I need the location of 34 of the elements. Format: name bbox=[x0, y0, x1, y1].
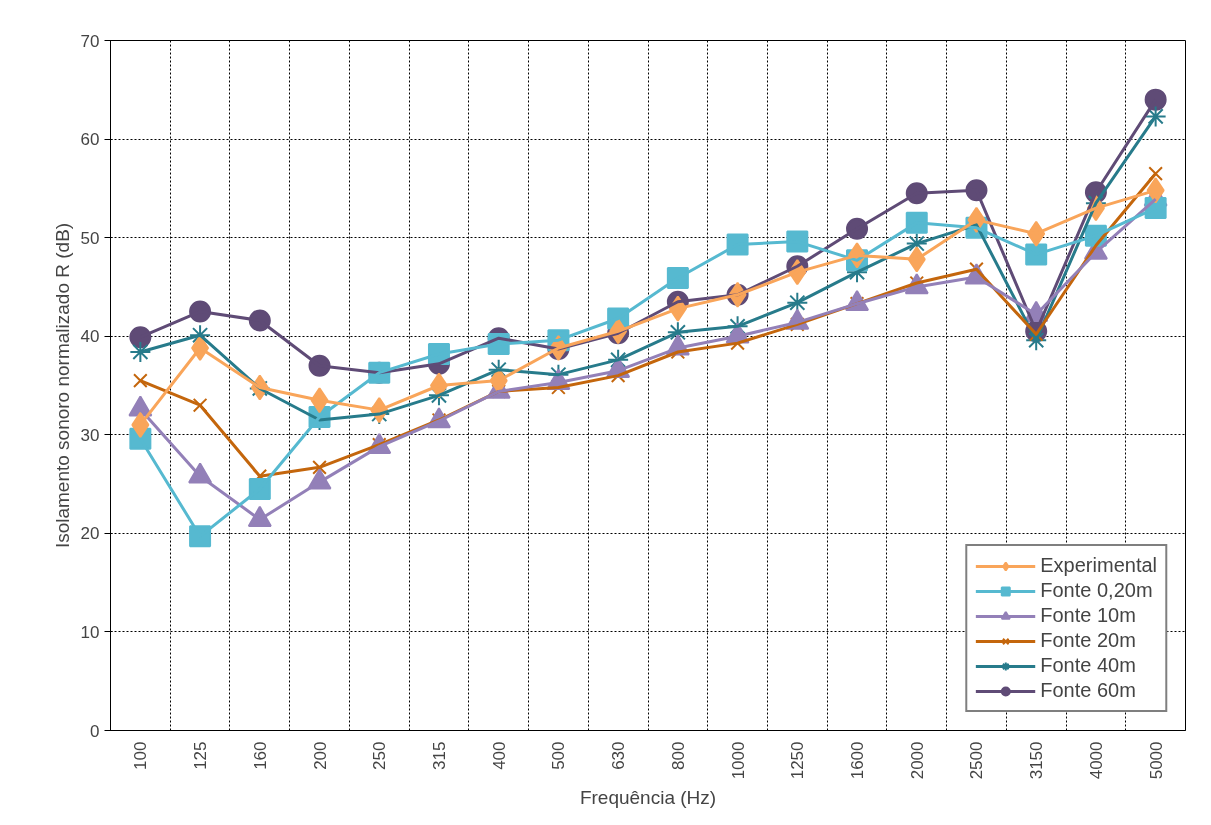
x-tick-label: 200 bbox=[310, 741, 330, 770]
x-tick-label: 2500 bbox=[967, 741, 987, 780]
y-tick-label: 50 bbox=[80, 228, 100, 248]
x-tick-label: 800 bbox=[668, 741, 688, 770]
x-tick-label: 2000 bbox=[907, 741, 927, 780]
x-tick-label: 125 bbox=[191, 741, 211, 770]
x-tick-label: 100 bbox=[131, 741, 151, 770]
x-tick-label: 1000 bbox=[728, 741, 748, 780]
legend-label: Fonte 60m bbox=[1040, 679, 1136, 702]
legend-label: Fonte 10m bbox=[1040, 604, 1136, 627]
x-tick-label: 315 bbox=[429, 741, 449, 770]
y-tick-label: 0 bbox=[90, 721, 100, 741]
x-tick-label: 400 bbox=[489, 741, 509, 770]
x-tick-label: 250 bbox=[370, 741, 390, 770]
legend-label: Experimental bbox=[1040, 554, 1157, 577]
legend-label: Fonte 0,20m bbox=[1040, 579, 1153, 602]
legend-label: Fonte 40m bbox=[1040, 654, 1136, 677]
y-tick-label: 40 bbox=[80, 327, 100, 347]
x-tick-label: 1250 bbox=[788, 741, 808, 780]
y-tick-label: 20 bbox=[80, 524, 100, 544]
y-tick-label: 10 bbox=[80, 622, 100, 642]
y-axis-title: Isolamento sonoro normalizado R (dB) bbox=[51, 222, 73, 549]
x-tick-label: 500 bbox=[549, 741, 569, 770]
x-tick-label: 3150 bbox=[1027, 741, 1047, 780]
y-tick-label: 70 bbox=[80, 31, 100, 51]
legend-label: Fonte 20m bbox=[1040, 629, 1136, 652]
x-tick-label: 5000 bbox=[1146, 741, 1166, 780]
x-axis-title: Frequência (Hz) bbox=[579, 787, 717, 809]
x-tick-label: 1600 bbox=[848, 741, 868, 780]
x-tick-label: 4000 bbox=[1086, 741, 1106, 780]
x-tick-label: 160 bbox=[250, 741, 270, 770]
x-tick-label: 630 bbox=[609, 741, 629, 770]
y-tick-label: 30 bbox=[80, 425, 100, 445]
y-tick-label: 60 bbox=[80, 130, 100, 150]
